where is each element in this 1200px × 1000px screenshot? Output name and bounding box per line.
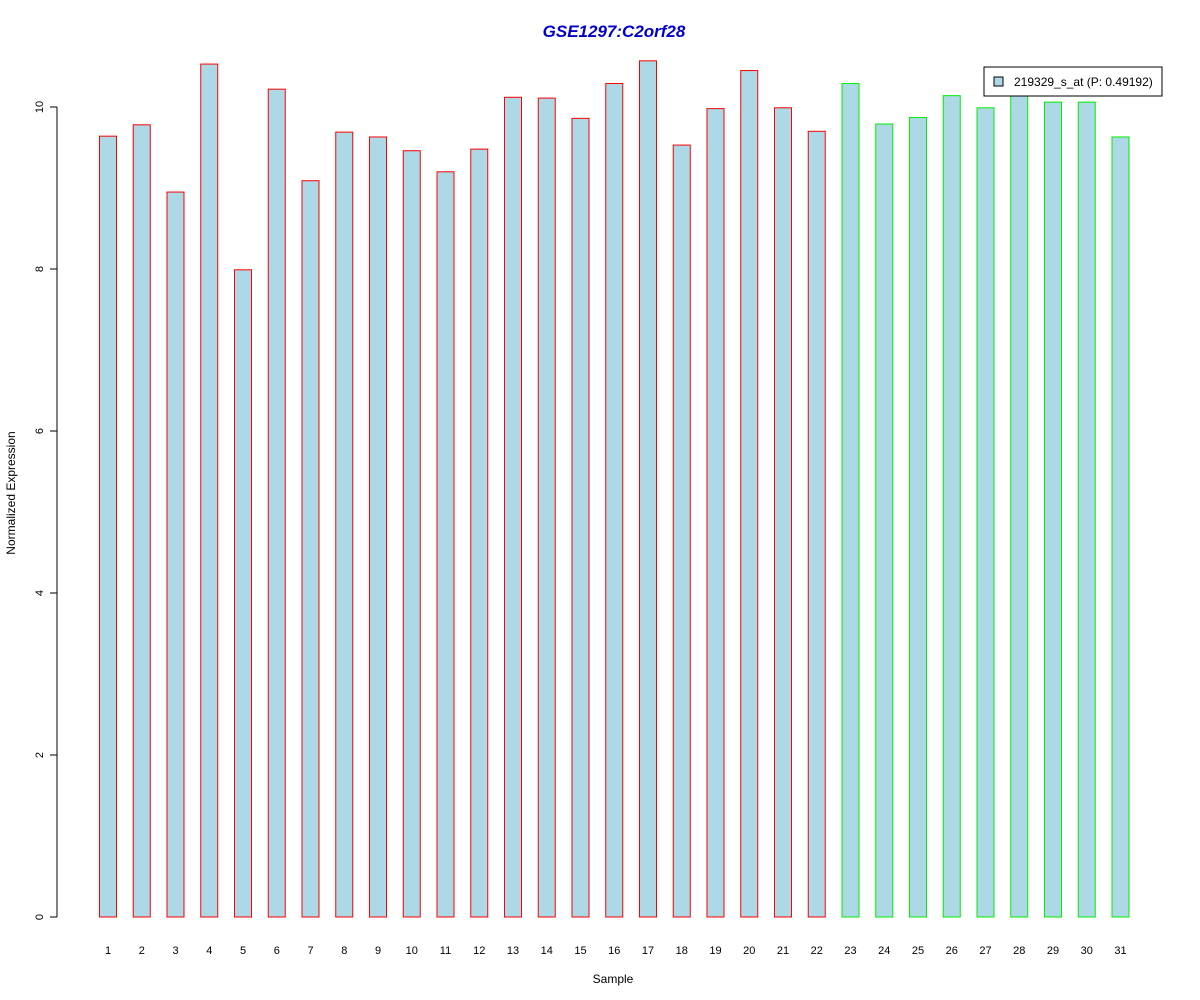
x-tick-label: 4 xyxy=(206,945,212,957)
x-axis-label: Sample xyxy=(593,972,634,986)
x-tick-label: 10 xyxy=(406,945,418,957)
x-tick-label: 24 xyxy=(878,945,890,957)
bar-sample-31 xyxy=(1111,136,1130,918)
bar-sample-10 xyxy=(402,150,421,918)
y-axis-label: Normalized Expression xyxy=(4,431,18,554)
bar-sample-16 xyxy=(605,83,624,918)
x-tick-label: 6 xyxy=(274,945,280,957)
bar-sample-1 xyxy=(99,135,117,918)
x-tick-label: 11 xyxy=(440,945,451,957)
bar-sample-13 xyxy=(504,96,522,918)
bar-sample-11 xyxy=(436,171,455,918)
x-tick-label: 25 xyxy=(912,945,924,957)
chart-title: GSE1297:C2orf28 xyxy=(543,22,686,41)
x-tick-label: 23 xyxy=(844,945,856,957)
bar-sample-4 xyxy=(200,63,219,918)
bar-sample-12 xyxy=(470,148,489,918)
legend: 219329_s_at (P: 0.49192) xyxy=(983,66,1163,97)
x-tick-label: 22 xyxy=(811,945,823,957)
bar-sample-17 xyxy=(639,60,657,918)
bar-sample-30 xyxy=(1077,101,1096,918)
y-tick-label: 4 xyxy=(34,590,46,596)
x-tick-label: 28 xyxy=(1013,945,1025,957)
bar-sample-22 xyxy=(807,130,826,918)
x-tick-label: 17 xyxy=(642,945,654,957)
x-tick-label: 27 xyxy=(979,945,991,957)
x-tick-label: 19 xyxy=(709,945,721,957)
bar-sample-2 xyxy=(132,124,151,918)
bar-sample-9 xyxy=(369,136,387,918)
y-tick-label: 0 xyxy=(34,914,46,920)
x-tick-label: 16 xyxy=(608,945,620,957)
y-tick-label: 10 xyxy=(34,101,46,113)
x-tick-label: 9 xyxy=(375,945,381,957)
bar-sample-18 xyxy=(672,144,691,918)
x-tick-label: 7 xyxy=(307,945,313,957)
bar-sample-7 xyxy=(301,180,320,918)
y-tick-label: 8 xyxy=(34,266,46,272)
bar-sample-19 xyxy=(706,108,725,918)
x-tick-label: 8 xyxy=(341,945,347,957)
x-tick-label: 26 xyxy=(946,945,958,957)
x-tick-label: 3 xyxy=(172,945,178,957)
x-tick-label: 15 xyxy=(574,945,586,957)
x-tick-label: 2 xyxy=(139,945,145,957)
bar-sample-25 xyxy=(909,117,927,918)
x-tick-labels: 1 2 3 4 5 6 7 8 9 10 11 12 13 14 15 16 17 18 19 20 21 22 23 24 2… xyxy=(105,945,1127,957)
x-tick-label: 18 xyxy=(676,945,688,957)
bar-sample-27 xyxy=(976,107,995,918)
x-tick-label: 29 xyxy=(1047,945,1059,957)
x-tick-label: 30 xyxy=(1081,945,1093,957)
bar-sample-15 xyxy=(571,117,590,918)
x-tick-label: 20 xyxy=(743,945,755,957)
x-tick-label: 12 xyxy=(473,945,485,957)
y-axis: 0 2 4 6 8 10 xyxy=(34,101,58,920)
x-tick-label: 21 xyxy=(777,945,789,957)
bar-sample-24 xyxy=(875,123,894,918)
y-tick-label: 2 xyxy=(34,752,46,758)
bar-sample-8 xyxy=(335,131,354,918)
bar-sample-29 xyxy=(1044,101,1062,918)
bar-sample-5 xyxy=(234,269,252,918)
bar-sample-6 xyxy=(267,88,286,918)
bar-sample-14 xyxy=(537,97,556,918)
bars xyxy=(99,60,1130,918)
x-tick-label: 5 xyxy=(240,945,246,957)
bar-sample-23 xyxy=(841,83,860,918)
bar-sample-26 xyxy=(942,95,961,918)
bar-sample-20 xyxy=(740,70,759,918)
bar-sample-28 xyxy=(1010,93,1029,918)
legend-label: 219329_s_at (P: 0.49192) xyxy=(1014,75,1153,89)
x-tick-label: 13 xyxy=(507,945,519,957)
bar-sample-21 xyxy=(774,107,792,918)
bar-sample-3 xyxy=(166,191,185,918)
legend-box xyxy=(983,66,1163,97)
x-tick-label: 31 xyxy=(1114,945,1126,957)
x-tick-label: 14 xyxy=(541,945,553,957)
y-tick-label: 6 xyxy=(34,428,46,434)
legend-swatch xyxy=(993,76,1004,87)
x-tick-label: 1 xyxy=(105,945,111,957)
